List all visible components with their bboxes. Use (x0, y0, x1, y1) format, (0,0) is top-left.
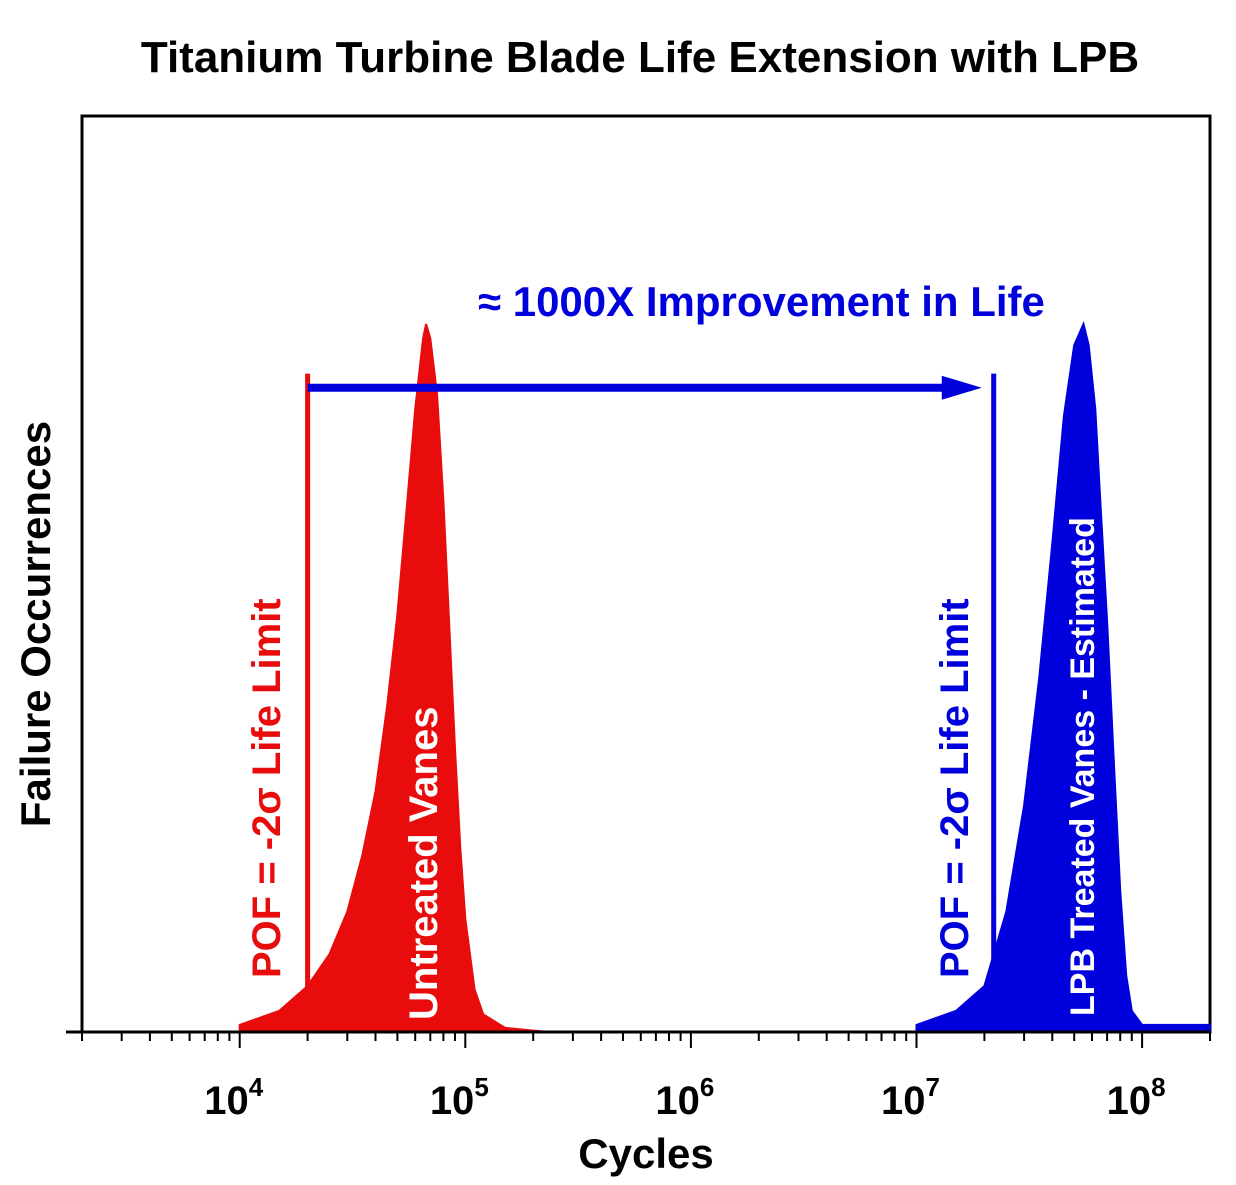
untreated-life-limit-label: POF = -2σ Life Limit (245, 598, 289, 978)
reference-line-layer (305, 373, 997, 1032)
x-tick-label: 105 (430, 1072, 489, 1123)
improvement-annotation: ≈ 1000X Improvement in Life (478, 278, 1045, 325)
x-tick-label-base: 10 (655, 1079, 700, 1123)
x-tick-label: 106 (655, 1072, 714, 1123)
x-tick-label-base: 10 (1107, 1079, 1152, 1123)
treated-vanes-label: LPB Treated Vanes - Estimated (1064, 517, 1102, 1016)
chart-title: Titanium Turbine Blade Life Extension wi… (141, 33, 1139, 82)
x-tick-label-base: 10 (430, 1079, 475, 1123)
treated-distribution-area (915, 320, 1211, 1033)
x-tick-label: 107 (881, 1072, 940, 1123)
x-tick-label-exponent: 8 (1151, 1072, 1165, 1102)
y-axis-label: Failure Occurrences (12, 421, 59, 827)
untreated-distribution-area (238, 323, 552, 1033)
x-tick-layer (81, 1032, 1211, 1048)
x-tick-label-base: 10 (204, 1079, 249, 1123)
x-tick-label-exponent: 6 (700, 1072, 714, 1102)
x-tick-label-layer: 104 105 106 107 108 (204, 1072, 1165, 1123)
x-tick-label-exponent: 4 (249, 1072, 264, 1102)
improvement-arrow-head (941, 375, 982, 400)
untreated-vanes-label: Untreated Vanes (402, 707, 446, 1020)
x-tick-label: 108 (1107, 1072, 1166, 1123)
x-tick-label-exponent: 7 (926, 1072, 940, 1102)
x-axis-label: Cycles (578, 1130, 713, 1177)
treated-life-limit-label: POF = -2σ Life Limit (933, 598, 977, 978)
x-tick-label: 104 (204, 1072, 264, 1123)
series-layer (238, 320, 1211, 1033)
arrow-layer (307, 375, 982, 400)
x-tick-label-base: 10 (881, 1079, 926, 1123)
x-tick-label-exponent: 5 (474, 1072, 488, 1102)
